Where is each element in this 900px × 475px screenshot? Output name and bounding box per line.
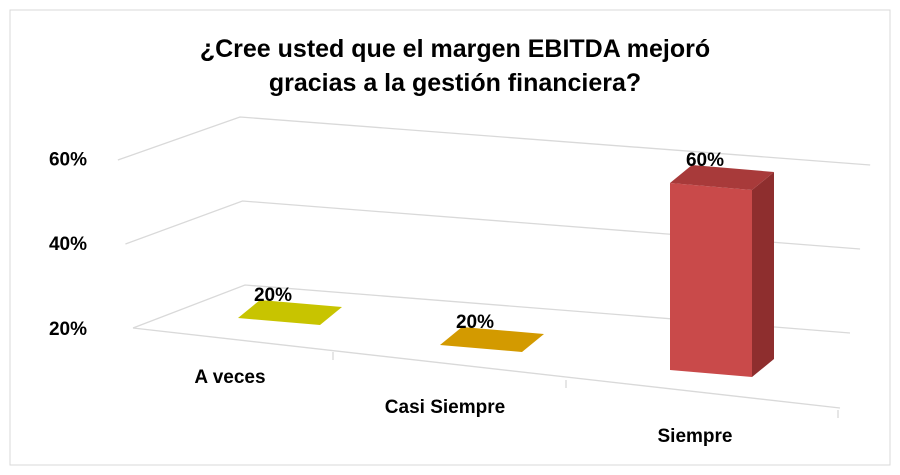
bar-top [440, 327, 544, 352]
x-tick-label: Casi Siempre [385, 397, 505, 418]
grid-line [125, 200, 861, 250]
data-label: 20% [456, 312, 494, 333]
grid-line [117, 116, 871, 166]
bar [440, 327, 544, 352]
bar [238, 300, 342, 325]
data-label: 60% [686, 150, 724, 171]
y-tick-label: 40% [49, 234, 87, 255]
bar-side [752, 172, 774, 377]
bar-front [670, 183, 752, 377]
data-label: 20% [254, 285, 292, 306]
bar [670, 165, 774, 377]
y-tick-label: 20% [49, 319, 87, 340]
grid-line [132, 284, 851, 334]
chart-title: ¿Cree usted que el margen EBITDA mejoró g… [200, 35, 710, 97]
x-axis [132, 327, 841, 409]
bar-top [238, 300, 342, 325]
x-tick-label: Siempre [658, 426, 733, 447]
y-tick-label: 60% [49, 149, 87, 170]
bar-top [670, 165, 774, 190]
x-tick-label: A veces [194, 367, 265, 388]
